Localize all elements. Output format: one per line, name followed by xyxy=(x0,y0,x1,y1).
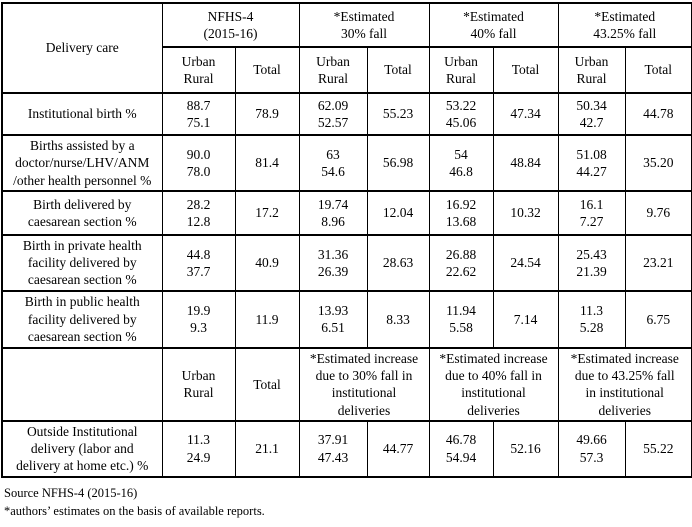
row-label: Births assisted by a doctor/nurse/LHV/AN… xyxy=(1,134,163,192)
table-row-private-caesarean: Birth in private health facility deliver… xyxy=(1,233,692,292)
table-cell: 12.04 xyxy=(366,189,430,236)
subheader-total: Total xyxy=(366,46,430,94)
subheader-urban-rural: Urban Rural xyxy=(298,46,368,94)
table-cell: 11.3 24.9 xyxy=(161,419,236,478)
table-cell: 21.1 xyxy=(234,419,300,478)
delivery-care-table: Delivery care NFHS-4 (2015-16) *Estimate… xyxy=(1,2,692,478)
corner-cell: Delivery care xyxy=(1,2,163,94)
footer-notes: Source NFHS-4 (2015-16) *authors’ estima… xyxy=(4,484,692,520)
source-note: Source NFHS-4 (2015-16) xyxy=(4,485,138,500)
subheader-total: Total xyxy=(234,46,300,94)
table-cell: 24.54 xyxy=(492,233,559,292)
subheader-urban-rural: Urban Rural xyxy=(557,46,626,94)
row-label: Birth in public health facility delivere… xyxy=(1,289,163,349)
subheader-urban-rural: Urban Rural xyxy=(428,46,494,94)
table-cell: 54 46.8 xyxy=(428,134,494,192)
table-cell: 6.75 xyxy=(624,289,692,349)
group-header-4325-fall: *Estimated 43.25% fall xyxy=(557,2,692,48)
table-cell: 47.34 xyxy=(492,92,559,136)
mid-header-note-4325: *Estimated increase due to 43.25% fall i… xyxy=(557,346,692,422)
table-cell: 31.36 26.39 xyxy=(298,233,368,292)
table-cell: 19.74 8.96 xyxy=(298,189,368,236)
table-row-caesarean: Birth delivered by caesarean section % 2… xyxy=(1,189,692,236)
subheader-total: Total xyxy=(624,46,692,94)
table-cell: 56.98 xyxy=(366,134,430,192)
table-cell: 46.78 54.94 xyxy=(428,419,494,478)
table-cell: 40.9 xyxy=(234,233,300,292)
table-cell: 16.92 13.68 xyxy=(428,189,494,236)
table-cell: 44.8 37.7 xyxy=(161,233,236,292)
table-row-institutional-birth: Institutional birth % 88.7 75.1 78.9 62.… xyxy=(1,92,692,136)
table-cell: 63 54.6 xyxy=(298,134,368,192)
table-cell: 28.2 12.8 xyxy=(161,189,236,236)
group-header-nfhs4: NFHS-4 (2015-16) xyxy=(161,2,300,48)
mid-header-note-40: *Estimated increase due to 40% fall in i… xyxy=(428,346,559,422)
table-cell: 48.84 xyxy=(492,134,559,192)
table-cell: 37.91 47.43 xyxy=(298,419,368,478)
table-cell: 88.7 75.1 xyxy=(161,92,236,136)
table-cell: 11.9 xyxy=(234,289,300,349)
row-label: Institutional birth % xyxy=(1,92,163,136)
subheader-total: Total xyxy=(234,346,300,422)
row-label: Birth in private health facility deliver… xyxy=(1,233,163,292)
table-cell: 17.2 xyxy=(234,189,300,236)
table-cell: 62.09 52.57 xyxy=(298,92,368,136)
table-cell: 11.3 5.28 xyxy=(557,289,626,349)
table-cell: 11.94 5.58 xyxy=(428,289,494,349)
table-cell: 28.63 xyxy=(366,233,430,292)
table-cell: 25.43 21.39 xyxy=(557,233,626,292)
table-cell: 52.16 xyxy=(492,419,559,478)
row-label: Birth delivered by caesarean section % xyxy=(1,189,163,236)
table-cell: 50.34 42.7 xyxy=(557,92,626,136)
table-cell: 19.9 9.3 xyxy=(161,289,236,349)
table-cell: 8.33 xyxy=(366,289,430,349)
subheader-urban-rural: Urban Rural xyxy=(161,46,236,94)
group-header-40-fall: *Estimated 40% fall xyxy=(428,2,559,48)
table-cell: 49.66 57.3 xyxy=(557,419,626,478)
subheader-urban-rural: Urban Rural xyxy=(161,346,236,422)
table-cell: 90.0 78.0 xyxy=(161,134,236,192)
table-cell: 7.14 xyxy=(492,289,559,349)
mid-header-blank xyxy=(1,346,163,422)
row-label: Outside Institutional delivery (labor an… xyxy=(1,419,163,478)
table-cell: 26.88 22.62 xyxy=(428,233,494,292)
table-row-outside-institutional: Outside Institutional delivery (labor an… xyxy=(1,419,692,478)
subheader-total: Total xyxy=(492,46,559,94)
table-cell: 78.9 xyxy=(234,92,300,136)
table-cell: 16.1 7.27 xyxy=(557,189,626,236)
table-cell: 44.78 xyxy=(624,92,692,136)
authors-estimate-note: *authors’ estimates on the basis of avai… xyxy=(4,503,265,518)
table-cell: 10.32 xyxy=(492,189,559,236)
table-cell: 35.20 xyxy=(624,134,692,192)
table-row-public-caesarean: Birth in public health facility delivere… xyxy=(1,289,692,349)
table-cell: 53.22 45.06 xyxy=(428,92,494,136)
table-row-births-assisted: Births assisted by a doctor/nurse/LHV/AN… xyxy=(1,134,692,192)
group-header-30-fall: *Estimated 30% fall xyxy=(298,2,430,48)
table-cell: 23.21 xyxy=(624,233,692,292)
mid-header-note-30: *Estimated increase due to 30% fall in i… xyxy=(298,346,430,422)
table-cell: 9.76 xyxy=(624,189,692,236)
table-cell: 55.23 xyxy=(366,92,430,136)
table-cell: 44.77 xyxy=(366,419,430,478)
table-cell: 55.22 xyxy=(624,419,692,478)
table-cell: 51.08 44.27 xyxy=(557,134,626,192)
header-row-sub: Urban Rural Total Urban Rural Total Urba… xyxy=(2,46,692,94)
mid-header-row: Urban Rural Total *Estimated increase du… xyxy=(1,346,692,422)
table-cell: 81.4 xyxy=(234,134,300,192)
header-row-groups: Delivery care NFHS-4 (2015-16) *Estimate… xyxy=(1,2,692,94)
table-cell: 13.93 6.51 xyxy=(298,289,368,349)
